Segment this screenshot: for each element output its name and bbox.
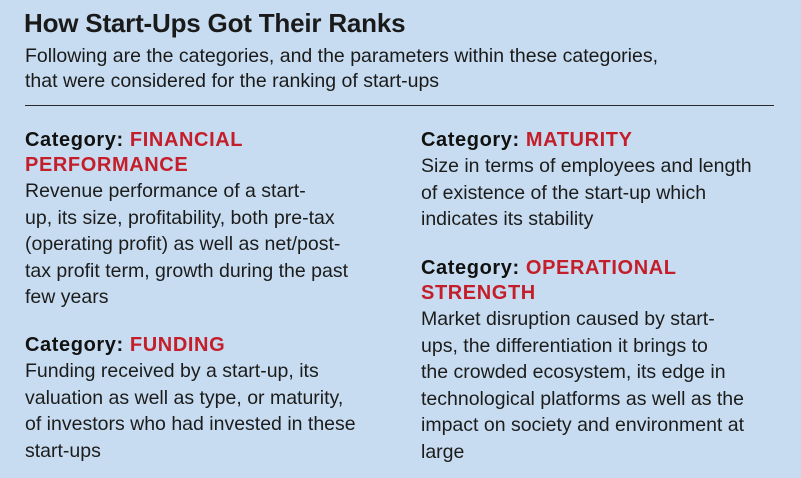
category-funding: Category: FUNDING Funding received by a … <box>25 333 395 464</box>
subtitle-line: Following are the categories, and the pa… <box>25 45 659 67</box>
description-line: indicates its stability <box>421 208 594 230</box>
description-line: Size in terms of employees and length <box>421 155 752 177</box>
description-line: of existence of the start-up which <box>421 181 707 204</box>
subtitle-line: that were considered for the ranking of … <box>25 70 440 92</box>
description-line: ups, the differentiation it brings to <box>421 334 708 357</box>
category-description: Funding received by a start-up, its valu… <box>25 358 395 464</box>
category-prefix: Category: <box>421 129 520 151</box>
description-line: tax profit term, growth during the past <box>25 259 348 282</box>
description-line: the crowded ecosystem, its edge in <box>421 361 726 383</box>
category-heading: Category: FINANCIAL PERFORMANCE <box>25 128 395 178</box>
category-name-continued: PERFORMANCE <box>25 154 189 176</box>
page-subtitle: Following are the categories, and the pa… <box>25 44 785 94</box>
category-heading: Category: MATURITY <box>421 128 791 153</box>
category-description: Revenue performance of a start- up, its … <box>25 178 395 311</box>
category-name: MATURITY <box>525 129 633 151</box>
description-line: valuation as well as type, or maturity, <box>25 386 344 409</box>
page-title: How Start-Ups Got Their Ranks <box>24 8 406 38</box>
category-description: Size in terms of employees and length of… <box>421 153 791 233</box>
category-name-continued: STRENGTH <box>421 282 536 304</box>
description-line: impact on society and environment at <box>421 414 745 436</box>
description-line: up, its size, profitability, both pre-ta… <box>25 206 335 229</box>
divider <box>25 105 774 106</box>
description-line: large <box>421 440 465 463</box>
description-line: technological platforms as well as the <box>421 387 744 410</box>
category-prefix: Category: <box>25 334 124 356</box>
description-line: Market disruption caused by start- <box>421 308 715 330</box>
description-line: (operating profit) as well as net/post- <box>25 233 341 255</box>
category-operational-strength: Category: OPERATIONAL STRENGTH Market di… <box>421 256 791 465</box>
category-prefix: Category: <box>421 257 520 279</box>
category-name: OPERATIONAL <box>525 257 677 279</box>
description-line: Revenue performance of a start- <box>25 180 306 202</box>
category-prefix: Category: <box>25 129 124 151</box>
category-description: Market disruption caused by start- ups, … <box>421 306 791 465</box>
category-name: FUNDING <box>129 334 226 356</box>
category-financial-performance: Category: FINANCIAL PERFORMANCE Revenue … <box>25 128 395 311</box>
description-line: of investors who had invested in these <box>25 413 356 435</box>
description-line: Funding received by a start-up, its <box>25 360 319 382</box>
category-heading: Category: OPERATIONAL STRENGTH <box>421 256 791 306</box>
category-heading: Category: FUNDING <box>25 333 395 358</box>
category-name: FINANCIAL <box>129 129 244 151</box>
description-line: few years <box>25 286 109 308</box>
description-line: start-ups <box>25 439 101 462</box>
category-maturity: Category: MATURITY Size in terms of empl… <box>421 128 791 233</box>
